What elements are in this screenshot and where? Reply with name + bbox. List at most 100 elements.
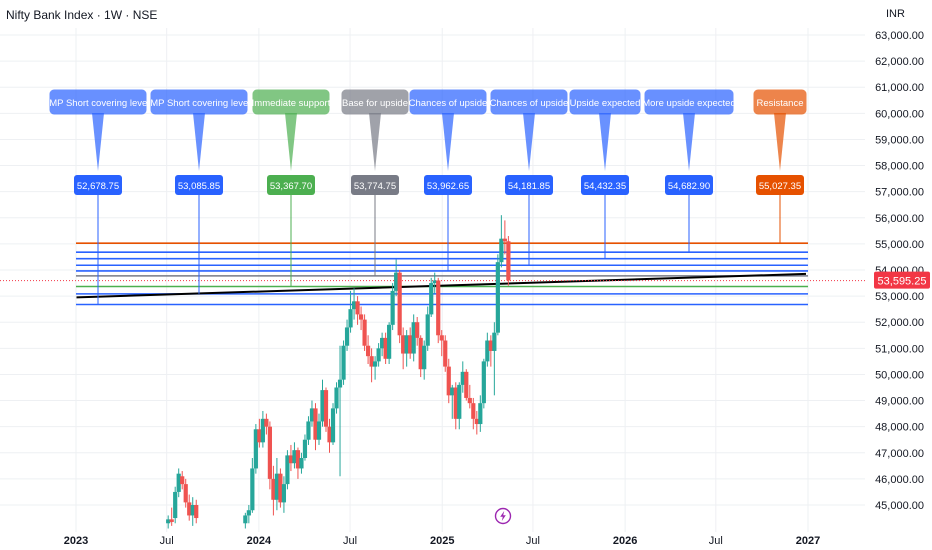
candle-body [387,324,392,359]
candle [295,447,301,479]
candle [183,478,188,508]
candle [362,314,367,351]
candle-body [436,280,441,336]
callout-bubble[interactable] [252,89,330,115]
candle-body [485,340,490,362]
currency-label: INR [886,8,905,20]
candle [337,345,343,477]
callout-value-tag[interactable] [756,175,804,195]
level-callout[interactable]: Base for upside 53,774.75 [341,89,409,276]
candle-body [425,314,430,346]
candle-body [299,458,304,469]
candle [180,471,185,490]
callout-bubble[interactable] [150,89,248,115]
callout-value-tag[interactable] [581,175,629,195]
callout-bubble[interactable] [490,89,568,115]
candle [478,395,483,432]
event-bolt [500,511,506,521]
candle-body [471,403,476,419]
candle-body [243,515,248,524]
callout-bubble[interactable] [644,89,734,115]
candle-body [418,337,423,370]
candle [316,413,322,445]
candle [394,259,399,297]
candle [274,458,280,511]
candle-body [316,421,322,440]
level-callout[interactable]: Resistance 55,027.35 [753,89,807,244]
candle-body [351,301,357,310]
price-axis[interactable]: 45,000.00 46,000.00 47,000.00 48,000.00 49,0… [874,30,930,512]
candle-body [327,426,332,443]
trendline[interactable] [76,272,807,299]
level-callout[interactable]: IMP Short covering level 52,678.75 [47,89,150,305]
candle [387,322,392,364]
candle [380,332,385,357]
callout-value-tag[interactable] [267,175,315,195]
lightning-icon[interactable] [494,507,512,525]
callout-value-tag[interactable] [424,175,472,195]
callout-value-tag[interactable] [175,175,223,195]
price-tick-label: 55,000.00 [875,239,924,251]
candle-body [383,337,388,359]
price-tick-label: 57,000.00 [875,187,924,199]
callout-value: 55,027.35 [759,181,801,192]
level-callout[interactable]: IMP Short covering level 53,085.85 [148,89,251,294]
callout-bubble[interactable] [341,89,409,115]
candle [411,314,416,362]
callout-label: Immediate support [252,98,331,109]
callout-value-tag[interactable] [351,175,399,195]
time-axis[interactable]: 2023 Jul 2024 Jul 2025 Jul 2026 Jul 2027 [64,535,820,547]
candle [485,332,490,367]
candle [281,476,287,513]
candle-body [264,418,269,427]
candle-body [450,387,455,396]
level-callout[interactable]: Upside expected 54,432.35 [569,89,641,259]
current-price-tag[interactable] [874,271,930,289]
candle [404,330,409,367]
price-tick-label: 52,000.00 [875,317,924,329]
candle-body [166,519,171,524]
candle [358,306,364,331]
candle [176,468,181,498]
callout-bubble[interactable] [753,89,807,115]
candle [365,335,371,364]
callout-value: 54,181.85 [508,181,550,192]
level-callout[interactable]: Immediate support 53,367.70 [252,89,331,287]
candle-body [415,322,420,338]
candle-body [323,390,329,427]
candle-body [478,403,483,425]
price-tick-label: 46,000.00 [875,474,924,486]
candle-body [288,455,294,464]
time-tick-label: Jul [343,535,357,547]
trendline-group [0,272,865,299]
candle-body [267,426,272,479]
candle-body [285,455,290,485]
level-callout[interactable]: Chances of upside 53,962.65 [409,89,488,271]
candle-body [365,345,371,357]
callout-bubble[interactable] [569,89,641,115]
callout-value-tag[interactable] [505,175,553,195]
time-tick-label: 2023 [64,535,88,547]
callout-bubble[interactable] [49,89,147,115]
callout-value-tag[interactable] [665,175,713,195]
candle [264,413,269,435]
candle-body [506,241,511,281]
candle-body [443,340,448,367]
callout-bubble[interactable] [409,89,487,115]
candle-body [358,314,364,320]
level-callout[interactable]: More upside expected 54,682.90 [642,89,736,253]
callout-tail [369,113,381,171]
candle [285,450,290,490]
price-tick-label: 45,000.00 [875,500,924,512]
callout-value-tag[interactable] [74,175,122,195]
candle [169,507,174,526]
candle-body [187,502,192,516]
level-callout[interactable]: Chances of upside 54,181.85 [490,89,569,266]
candle-body [394,272,399,291]
symbol-title[interactable]: Nifty Bank Index · 1W · NSE [6,8,158,22]
candle-body [341,345,346,380]
time-tick-label: Jul [709,535,723,547]
callout-label: Upside expected [570,98,641,109]
